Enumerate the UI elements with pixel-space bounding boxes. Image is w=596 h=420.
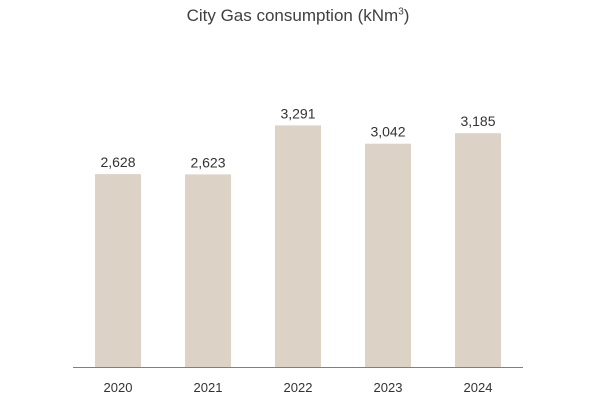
data-label-2021: 2,623 <box>190 154 225 170</box>
chart-title-superscript: 3 <box>398 6 404 18</box>
x-tick-label-2024: 2024 <box>464 380 493 395</box>
data-label-2020: 2,628 <box>100 154 135 170</box>
bar-2020 <box>95 174 141 367</box>
x-tick-label-2020: 2020 <box>104 380 133 395</box>
x-tick-label-2022: 2022 <box>284 380 313 395</box>
chart-title: City Gas consumption (kNm3) <box>0 6 596 26</box>
data-label-2023: 3,042 <box>370 124 405 140</box>
bar-2021 <box>185 174 231 367</box>
x-tick-label-2023: 2023 <box>374 380 403 395</box>
chart-title-suffix: ) <box>403 6 410 25</box>
bar-2024 <box>455 133 501 367</box>
bar-2022 <box>275 125 321 368</box>
chart-title-text: City Gas consumption (kNm <box>186 6 399 25</box>
data-label-2024: 3,185 <box>460 113 495 129</box>
data-label-2022: 3,291 <box>280 105 315 121</box>
bar-2023 <box>365 143 411 367</box>
x-tick-label-2021: 2021 <box>194 380 223 395</box>
